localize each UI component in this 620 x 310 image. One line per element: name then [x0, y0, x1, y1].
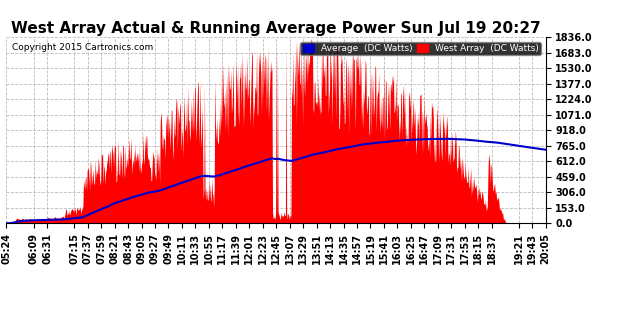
- Title: West Array Actual & Running Average Power Sun Jul 19 20:27: West Array Actual & Running Average Powe…: [11, 21, 541, 36]
- Legend: Average  (DC Watts), West Array  (DC Watts): Average (DC Watts), West Array (DC Watts…: [301, 42, 541, 55]
- Text: Copyright 2015 Cartronics.com: Copyright 2015 Cartronics.com: [12, 43, 153, 52]
